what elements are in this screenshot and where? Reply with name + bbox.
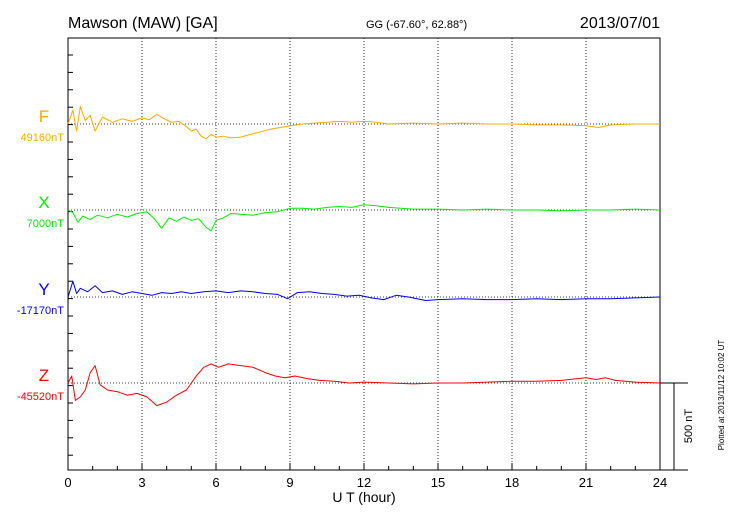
series-name-label: X (38, 193, 49, 212)
scale-bar-label: 500 nT (683, 409, 695, 444)
x-tick-label: 6 (212, 475, 219, 490)
series-line-x (67, 204, 661, 232)
series-line-z (67, 363, 661, 407)
grid-lines (68, 38, 660, 470)
series-line-y (67, 280, 661, 301)
x-tick-label: 3 (138, 475, 145, 490)
date-label: 2013/07/01 (580, 15, 660, 32)
x-axis-label: U T (hour) (332, 489, 395, 505)
x-tick-label: 15 (431, 475, 445, 490)
x-tick-label: 12 (357, 475, 371, 490)
series-baseline-label: -45520nT (17, 391, 64, 403)
plotted-at-label: Plotted at 2013/11/12 10:02 UT (717, 340, 726, 451)
x-tick-label: 24 (653, 475, 667, 490)
series-name-label: Z (39, 366, 49, 385)
series-baseline-label: 49160nT (21, 132, 65, 144)
x-tick-label: 9 (286, 475, 293, 490)
station-title: Mawson (MAW) [GA] (68, 15, 218, 32)
x-tick-label: 18 (505, 475, 519, 490)
x-tick-label: 0 (64, 475, 71, 490)
series-labels: F 49160nT X 7000nT Y -17170nT Z -45520nT (17, 107, 64, 403)
series-name-label: F (39, 107, 49, 126)
series-name-label: Y (38, 280, 49, 299)
scale-bar: 500 nT (660, 382, 695, 471)
coordinates-label: GG (-67.60°, 62.88°) (366, 19, 467, 31)
x-tick-label: 21 (579, 475, 593, 490)
series-baseline-label: 7000nT (27, 218, 65, 230)
series-lines (67, 106, 661, 407)
axis-ticks: 0 3 6 9 12 15 18 21 24 (64, 54, 667, 490)
series-baseline-label: -17170nT (17, 305, 64, 317)
series-line-f (67, 106, 660, 140)
